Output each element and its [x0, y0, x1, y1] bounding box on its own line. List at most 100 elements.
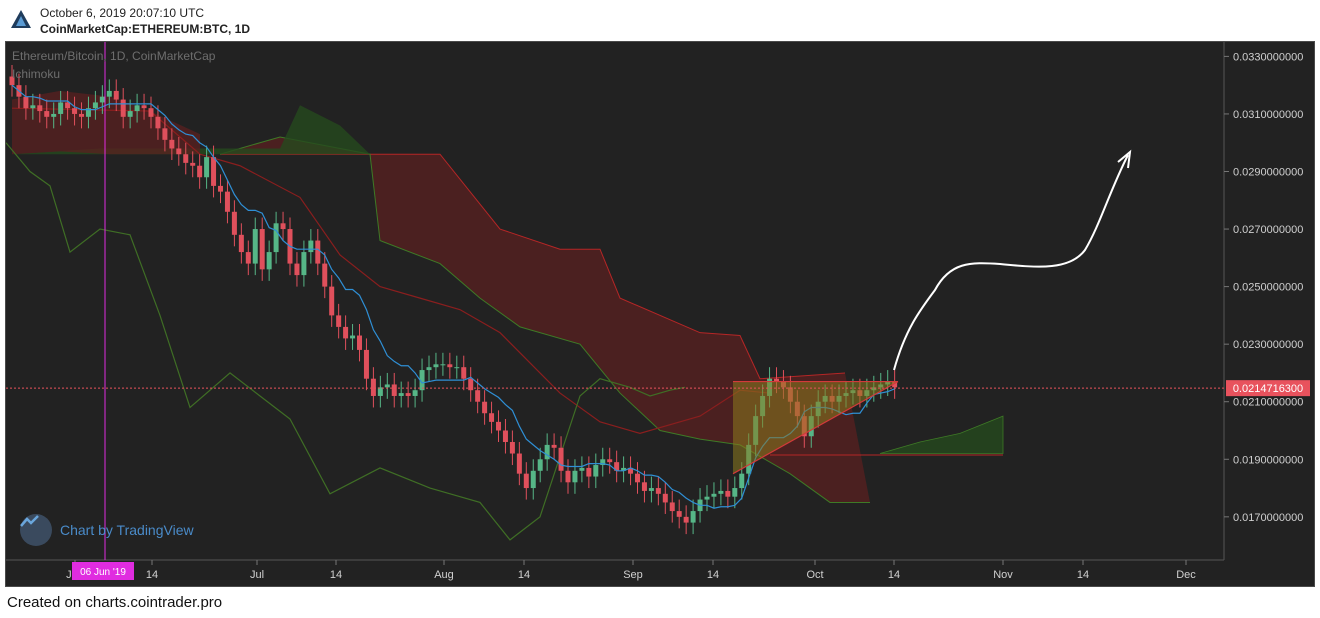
candle-body	[725, 490, 731, 497]
candle-body	[516, 453, 522, 474]
candle-body	[502, 430, 508, 443]
candle-body	[676, 511, 682, 517]
candle-body	[579, 467, 585, 471]
candle-body	[384, 384, 390, 388]
candle-body	[704, 496, 710, 500]
candle-body	[134, 105, 140, 112]
ichimoku-cloud-bullish-early	[12, 105, 370, 155]
candle-body	[537, 459, 543, 471]
candle-body	[85, 108, 91, 117]
candle-body	[252, 229, 258, 264]
last-price-label: 0.0214716300	[1233, 383, 1303, 395]
candle-body	[343, 326, 349, 339]
candle-body	[628, 467, 634, 474]
candle-body	[440, 364, 446, 366]
candle-body	[301, 252, 307, 276]
candle-body	[308, 240, 314, 253]
candle-body	[120, 99, 126, 117]
candle-body	[44, 111, 50, 117]
candle-body	[141, 105, 147, 109]
chart-area[interactable]	[5, 41, 1315, 587]
candle-body	[523, 473, 529, 489]
candle-body	[377, 387, 383, 396]
candle-body	[892, 381, 898, 388]
candle-body	[544, 444, 550, 460]
candle-body	[357, 335, 362, 350]
candle-body	[336, 315, 342, 327]
chikou-span-line	[5, 142, 686, 541]
rising-support-line	[732, 381, 899, 475]
candle-body	[238, 234, 244, 253]
price-tick-label: 0.0270000000	[1233, 224, 1303, 236]
time-tick-label: 14	[330, 569, 342, 581]
candle-body	[614, 462, 620, 471]
candle-body	[635, 473, 640, 483]
time-tick-label: Nov	[993, 569, 1013, 581]
candle-body	[190, 162, 196, 166]
candle-body	[58, 102, 64, 114]
tenkan-sen-line	[11, 84, 895, 509]
candle-body	[398, 393, 404, 396]
candle-body	[426, 367, 432, 371]
candle-body	[169, 139, 175, 149]
candle-body	[718, 490, 724, 494]
cointrader-logo-icon	[11, 10, 31, 28]
footer-credit: Created on charts.cointrader.pro	[7, 594, 223, 611]
tradingview-watermark[interactable]: Chart by TradingView	[20, 514, 194, 546]
symbol-label: CoinMarketCap:ETHEREUM:BTC, 1D	[40, 22, 251, 36]
price-tick-label: 0.0290000000	[1233, 167, 1303, 179]
candle-body	[655, 488, 661, 494]
candle-body	[662, 493, 668, 503]
candle-body	[176, 148, 182, 155]
indicator-legend[interactable]: Ichimoku	[12, 67, 61, 81]
candle-body	[72, 108, 78, 114]
time-tick-label: 14	[888, 569, 900, 581]
ichimoku-cloud-bullish-future	[879, 415, 1004, 454]
candle-body	[586, 467, 592, 477]
projection-arrow	[893, 154, 1129, 371]
candle-body	[329, 286, 335, 316]
candle-body	[245, 252, 251, 264]
candle-body	[155, 116, 161, 129]
time-tick-label: Sep	[623, 569, 643, 581]
price-chart[interactable]: 0.0330000000 0.0310000000 0.0290000000 0.02…	[0, 0, 1320, 592]
candle-body	[732, 488, 738, 497]
candle-body	[30, 105, 36, 109]
candle-body	[9, 76, 15, 86]
candle-body	[231, 211, 237, 235]
candle-body	[641, 482, 647, 491]
senkou-span-b-line	[219, 136, 870, 503]
candle-body	[197, 165, 203, 178]
projection-arrowhead-icon	[1117, 149, 1132, 169]
crosshair-date-tag	[72, 562, 134, 580]
candle-body	[433, 364, 439, 368]
last-price-tag	[1226, 380, 1310, 397]
candle-body	[711, 493, 717, 497]
candle-body	[475, 390, 481, 402]
candle-body	[148, 108, 154, 117]
candle-body	[127, 111, 133, 117]
time-tick-label: Oct	[806, 569, 823, 581]
candle-body	[224, 191, 230, 212]
chart-header: October 6, 2019 20:07:10 UTC CoinMarketC…	[0, 0, 1320, 40]
candle-body	[509, 442, 515, 454]
candle-body	[600, 459, 606, 466]
candle-body	[391, 384, 397, 396]
candle-body	[204, 157, 210, 178]
candle-body	[565, 470, 571, 483]
time-tick-label: 14	[707, 569, 719, 581]
candle-body	[99, 96, 105, 103]
candle-body	[739, 473, 745, 489]
timestamp: October 6, 2019 20:07:10 UTC	[40, 6, 205, 20]
time-tick-label: Dec	[1176, 569, 1196, 581]
candle-body	[412, 390, 418, 396]
candle-body	[454, 367, 460, 369]
candle-body	[350, 335, 356, 339]
candle-body	[294, 263, 300, 276]
candle-body	[65, 102, 71, 109]
candle-body	[419, 370, 425, 391]
candle-body	[593, 465, 599, 477]
candle-body	[482, 401, 488, 414]
candle-body	[461, 367, 467, 379]
candle-body	[92, 102, 98, 109]
